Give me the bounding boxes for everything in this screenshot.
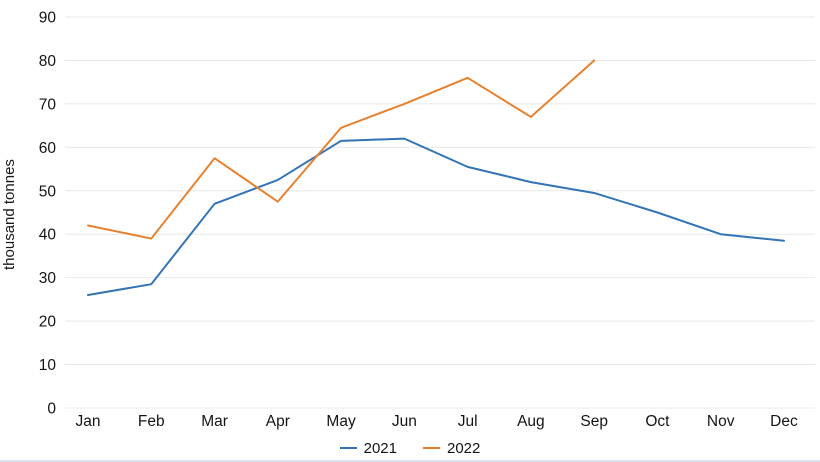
y-tick-label-80: 80 [39,53,57,70]
x-tick-label-oct: Oct [645,413,670,430]
x-tick-label-apr: Apr [266,413,290,430]
x-tick-label-jan: Jan [76,413,101,430]
y-tick-label-40: 40 [39,227,57,244]
x-tick-label-aug: Aug [517,413,545,430]
legend: 2021 2022 [0,438,820,458]
series-line-2022 [87,59,596,240]
x-tick-label-jul: Jul [458,413,478,430]
x-tick-label-sep: Sep [580,413,608,430]
x-tick-label-jun: Jun [392,413,417,430]
y-tick-label-70: 70 [39,96,57,113]
y-tick-label-90: 90 [39,10,57,27]
x-tick-label-feb: Feb [138,413,165,430]
bottom-border [0,460,820,462]
x-tick-label-nov: Nov [707,413,735,430]
legend-item-2022[interactable]: 2022 [423,440,480,457]
legend-label-2022: 2022 [447,439,481,457]
legend-swatch-2021 [339,447,357,449]
legend-label-2021: 2021 [363,439,397,457]
y-tick-label-50: 50 [39,183,57,200]
x-tick-label-may: May [326,413,356,430]
y-tick-label-30: 30 [39,270,57,287]
y-tick-label-20: 20 [39,314,57,331]
legend-item-2021[interactable]: 2021 [339,439,397,457]
x-tick-label-dec: Dec [770,413,798,430]
x-tick-label-mar: Mar [201,413,228,430]
legend-swatch-2022 [423,447,440,449]
y-tick-label-60: 60 [39,140,57,157]
y-axis-title: thousand tonnes [1,159,18,271]
y-tick-label-10: 10 [39,357,57,374]
y-tick-label-0: 0 [47,401,56,418]
series-line-2021 [87,137,785,297]
